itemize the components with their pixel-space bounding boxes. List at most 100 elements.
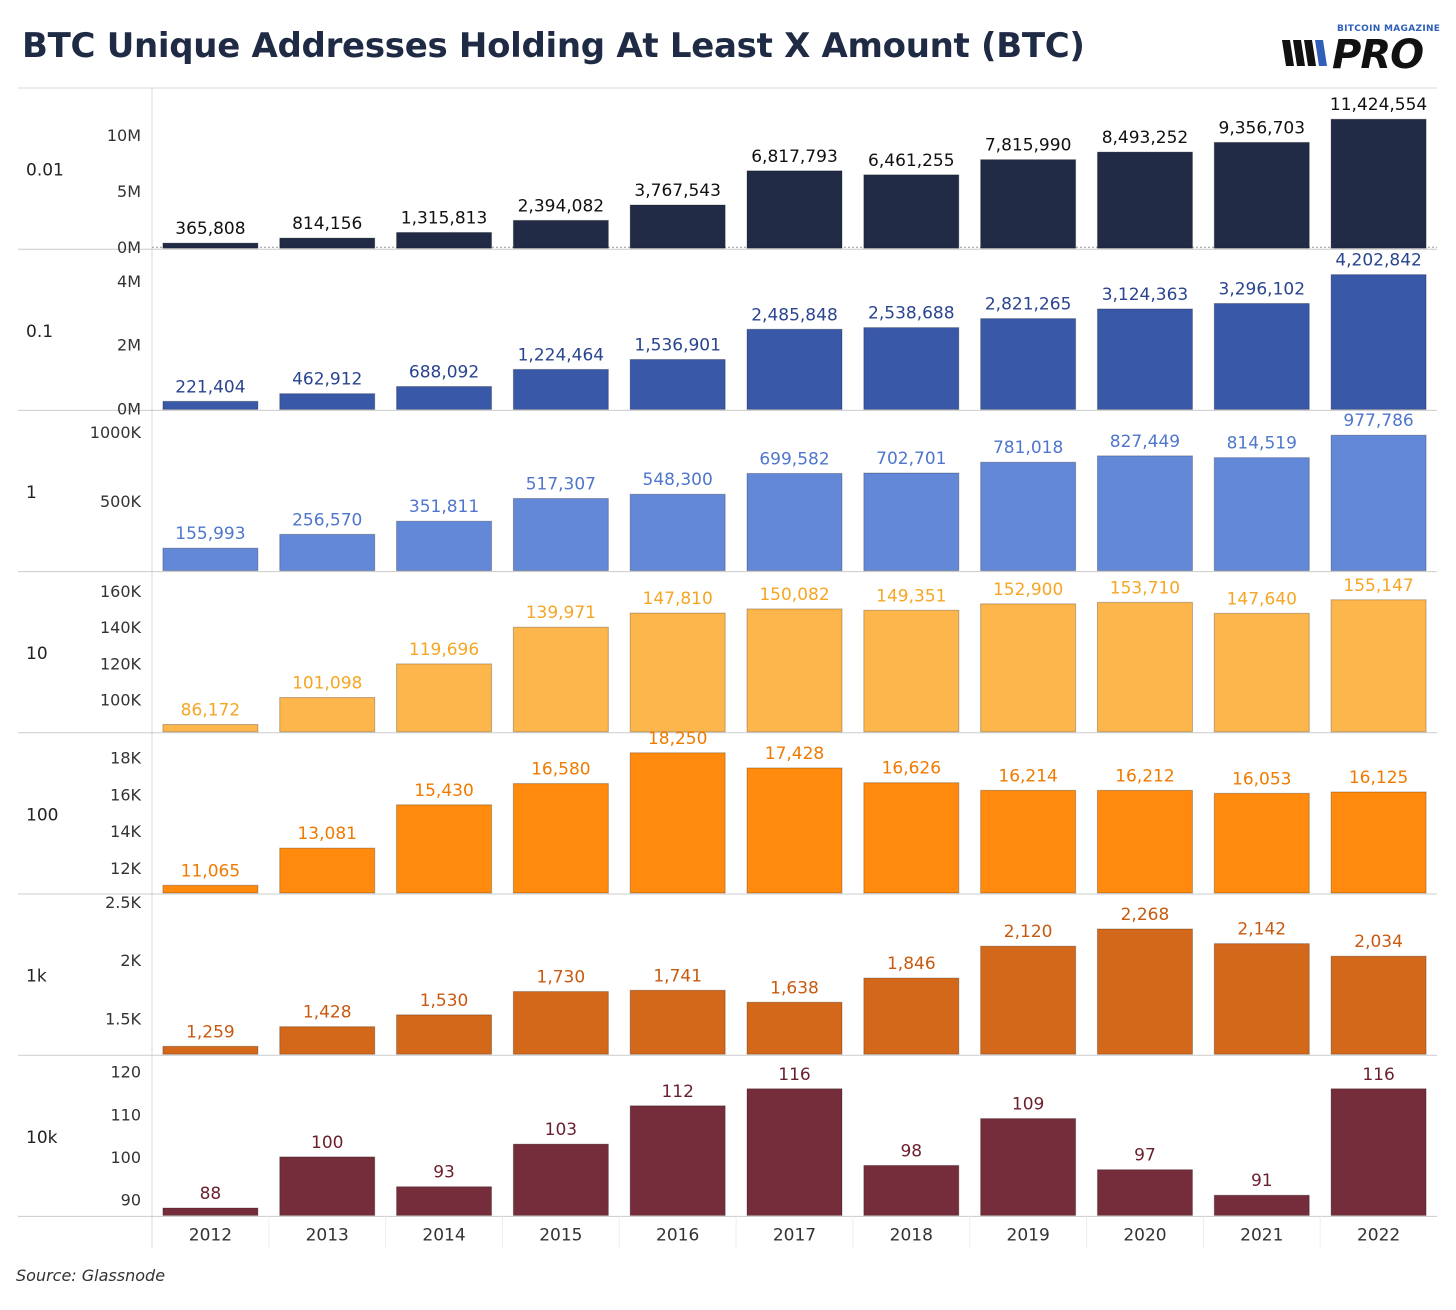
bar [1330, 274, 1427, 410]
bar [512, 368, 609, 410]
x-tick-label: 2021 [1240, 1225, 1283, 1245]
y-tick-label: 140K [100, 618, 142, 637]
y-tick-label: 12K [110, 859, 141, 878]
bar-value-label: 17,428 [765, 744, 824, 764]
bar-value-label: 2,034 [1354, 932, 1403, 952]
panel-row-label: 100 [26, 805, 58, 825]
bar [396, 385, 493, 410]
bar [162, 1207, 259, 1216]
chart-title: BTC Unique Addresses Holding At Least X … [22, 26, 1085, 66]
bar [162, 547, 259, 572]
bar [1096, 455, 1193, 572]
bar [512, 1143, 609, 1216]
bar [629, 493, 726, 572]
bar [512, 626, 609, 733]
y-tick-label: 120K [100, 654, 142, 673]
y-tick-label: 1000K [90, 423, 142, 442]
bar-value-label: 16,214 [998, 766, 1057, 786]
bar-value-label: 86,172 [181, 701, 240, 721]
bar [629, 612, 726, 733]
bar-value-label: 100 [311, 1133, 343, 1153]
bar [1096, 601, 1193, 733]
bar [746, 170, 843, 249]
bar-value-label: 365,808 [175, 219, 245, 239]
y-tick-label: 2K [120, 951, 141, 970]
bar-value-label: 98 [900, 1141, 922, 1161]
bar-value-label: 6,461,255 [868, 151, 955, 171]
bar [162, 242, 259, 249]
bar [1096, 789, 1193, 894]
x-tick-label: 2017 [773, 1225, 816, 1245]
bar [863, 327, 960, 410]
bar-value-label: 2,142 [1237, 920, 1286, 940]
bar [629, 752, 726, 894]
bar [746, 1088, 843, 1216]
bar [1330, 599, 1427, 733]
bar [629, 204, 726, 249]
y-tick-label: 500K [100, 492, 142, 511]
x-tick-label: 2019 [1007, 1225, 1050, 1245]
bar [863, 174, 960, 249]
bar-value-label: 517,307 [526, 474, 596, 494]
bar [279, 393, 376, 410]
bar [1213, 612, 1310, 733]
bar [863, 472, 960, 572]
bar-value-label: 256,570 [292, 510, 362, 530]
bar [162, 1045, 259, 1055]
bar-value-label: 548,300 [643, 470, 713, 490]
bar [1213, 457, 1310, 572]
bar-value-label: 147,810 [643, 589, 713, 609]
bar-value-label: 16,053 [1232, 769, 1291, 789]
bar [396, 663, 493, 733]
bar-value-label: 116 [1362, 1065, 1394, 1085]
bar [1213, 141, 1310, 249]
bar-value-label: 1,428 [303, 1003, 352, 1023]
x-tick-label: 2022 [1357, 1225, 1400, 1245]
bar [162, 400, 259, 410]
bar [512, 497, 609, 572]
bar-value-label: 688,092 [409, 362, 479, 382]
bar [863, 782, 960, 894]
bar-value-label: 109 [1012, 1095, 1044, 1115]
bar-value-label: 16,212 [1115, 766, 1174, 786]
panel-row-label: 1 [26, 483, 37, 503]
bar [1213, 302, 1310, 410]
x-tick-label: 2012 [189, 1225, 232, 1245]
bar-value-label: 781,018 [993, 438, 1063, 458]
bar [396, 520, 493, 572]
bar [279, 237, 376, 249]
bar-value-label: 1,530 [420, 991, 469, 1011]
bar-value-label: 351,811 [409, 497, 479, 517]
bar-value-label: 139,971 [526, 603, 596, 623]
bar-value-label: 11,424,554 [1330, 95, 1427, 115]
bar-value-label: 18,250 [648, 729, 707, 749]
y-tick-label: 0M [117, 238, 141, 257]
bar [1213, 943, 1310, 1055]
bar [980, 789, 1077, 894]
bar-value-label: 16,626 [882, 759, 941, 779]
y-tick-label: 14K [110, 822, 141, 841]
panel-row-label: 10 [26, 644, 48, 664]
bar-value-label: 9,356,703 [1219, 118, 1306, 138]
bar-value-label: 116 [778, 1065, 810, 1085]
y-tick-label: 160K [100, 582, 142, 601]
x-tick-label: 2020 [1123, 1225, 1166, 1245]
bar [1330, 791, 1427, 894]
y-tick-label: 110 [110, 1105, 141, 1124]
bar-value-label: 152,900 [993, 580, 1063, 600]
x-tick-label: 2014 [422, 1225, 465, 1245]
bar-value-label: 1,638 [770, 978, 819, 998]
brand-logo: BITCOIN MAGAZINE PRO [1280, 24, 1440, 78]
bar-value-label: 1,536,901 [634, 335, 721, 355]
bar-value-label: 3,767,543 [634, 181, 721, 201]
bar-value-label: 1,846 [887, 954, 936, 974]
bar-value-label: 149,351 [876, 586, 946, 606]
bar-value-label: 6,817,793 [751, 147, 838, 167]
bar-value-label: 155,993 [175, 524, 245, 544]
bar [980, 945, 1077, 1055]
bar [980, 159, 1077, 249]
bar-value-label: 1,730 [537, 968, 586, 988]
bar-value-label: 3,296,102 [1219, 279, 1306, 299]
bar-value-label: 119,696 [409, 640, 479, 660]
